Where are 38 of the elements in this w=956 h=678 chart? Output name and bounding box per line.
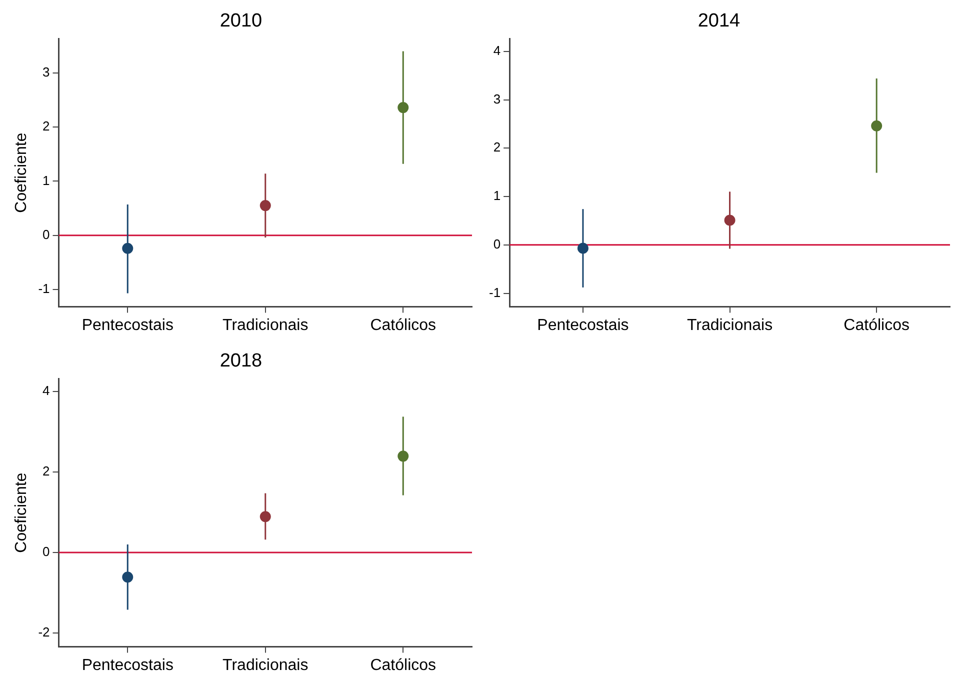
point — [398, 450, 409, 462]
x-tick-label: Católicos — [844, 316, 910, 334]
y-tick-label: 1 — [493, 188, 501, 204]
x-tick-label: Católicos — [370, 656, 436, 674]
point — [398, 102, 409, 114]
x-tick-label: Tradicionais — [222, 316, 308, 334]
y-tick-label: 3 — [493, 91, 501, 106]
x-tick-label: Pentecostais — [537, 316, 629, 334]
chart-title: 2018 — [220, 350, 262, 372]
point — [260, 200, 271, 212]
point — [577, 242, 588, 254]
y-tick-label: 4 — [493, 42, 501, 58]
y-tick-label: 0 — [493, 236, 501, 252]
chart-title: 2014 — [698, 10, 741, 32]
y-tick-label: 2 — [493, 140, 501, 155]
y-axis-title: Coeficiente — [13, 472, 30, 553]
y-tick-label: 2 — [42, 118, 50, 134]
y-tick-label: 3 — [42, 64, 50, 80]
y-tick-label: 0 — [42, 544, 50, 560]
x-tick-label: Tradicionais — [222, 656, 308, 674]
y-tick-label: 1 — [42, 172, 50, 188]
y-tick-label: 4 — [42, 382, 50, 398]
y-tick-label: 0 — [42, 226, 50, 242]
x-tick-label: Pentecostais — [82, 316, 174, 334]
y-tick-label: -1 — [38, 281, 50, 296]
x-tick-label: Tradicionais — [686, 316, 773, 334]
point — [122, 242, 134, 254]
point — [260, 511, 271, 522]
y-axis-title: Coeficiente — [13, 132, 30, 213]
chart-title: 2010 — [220, 10, 262, 32]
point — [871, 120, 882, 132]
x-tick-label: Pentecostais — [82, 656, 174, 674]
x-tick-label: Católicos — [370, 316, 436, 334]
point — [724, 214, 736, 226]
y-tick-label: -2 — [38, 624, 50, 640]
point — [122, 572, 134, 583]
y-tick-label: -1 — [488, 284, 501, 300]
y-tick-label: 2 — [42, 463, 50, 478]
